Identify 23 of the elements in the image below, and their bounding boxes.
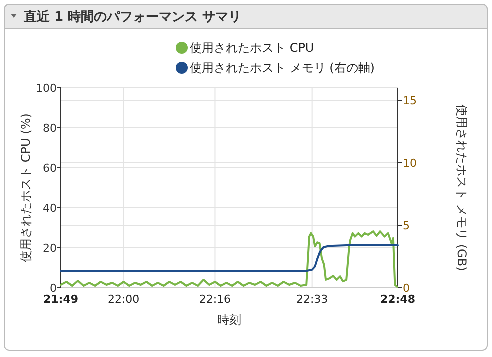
chart-title: 直近 1 時間のパフォーマンス サマリ — [23, 9, 242, 25]
y-tick-label: 0 — [50, 282, 57, 295]
y2-tick-label: 0 — [403, 282, 410, 295]
x-tick-label: 22:33 — [296, 293, 328, 306]
y-tick-label: 60 — [43, 162, 57, 175]
y2-tick-label: 5 — [403, 220, 410, 232]
y2-tick-label: 15 — [403, 94, 417, 108]
y-tick-label: 100 — [36, 82, 57, 95]
x-tick-label: 22:16 — [199, 293, 232, 306]
y-axis-title: 使用されたホスト CPU (%) — [19, 114, 33, 262]
x-tick-label: 22:48 — [380, 293, 416, 306]
y2-tick-label: 10 — [403, 157, 417, 170]
y-tick-label: 80 — [43, 122, 57, 135]
x-tick-label: 22:00 — [108, 293, 140, 306]
legend-label: 使用されたホスト CPU — [190, 41, 314, 55]
y2-axis-title: 使用されたホスト メモリ (GB) — [455, 104, 469, 272]
line-series — [60, 244, 399, 272]
x-axis-title: 時刻 — [218, 313, 242, 327]
y-tick-label: 20 — [43, 242, 57, 255]
line-series — [60, 230, 398, 288]
y-tick-label: 40 — [43, 202, 57, 215]
x-tick-label: 21:49 — [43, 293, 79, 306]
legend-label: 使用されたホスト メモリ (右の軸) — [190, 61, 375, 75]
